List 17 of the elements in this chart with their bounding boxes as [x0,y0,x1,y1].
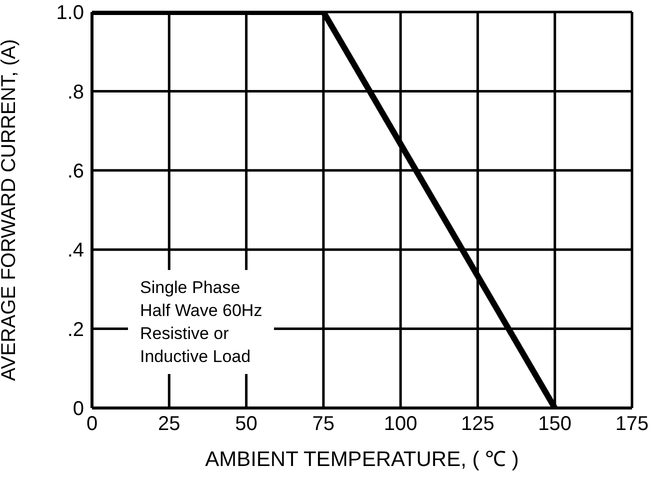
x-tick-label: 0 [86,413,98,436]
y-tick-label: .4 [67,240,84,262]
y-tick-label: .8 [67,81,84,104]
x-tick-label: 100 [384,413,418,436]
x-tick-label: 25 [158,413,180,436]
annotation: Single Phase Half Wave 60Hz Resistive or Inductive Load [140,277,262,368]
x-axis-title: AMBIENT TEMPERATURE, ( ℃ ) [205,448,519,471]
y-tick-label: 1.0 [56,2,84,24]
y-axis-title: AVERAGE FORWARD CURRENT, (A) [0,39,20,381]
y-tick-label: 0 [72,398,84,420]
y-tick-label: .2 [67,318,84,341]
x-tick-label: 150 [538,413,572,436]
x-tick-label: 75 [312,413,335,436]
y-tick-label: .6 [67,160,84,182]
x-tick-label: 125 [461,413,494,436]
x-tick-label: 50 [235,413,258,436]
x-tick-label: 175 [615,413,649,436]
